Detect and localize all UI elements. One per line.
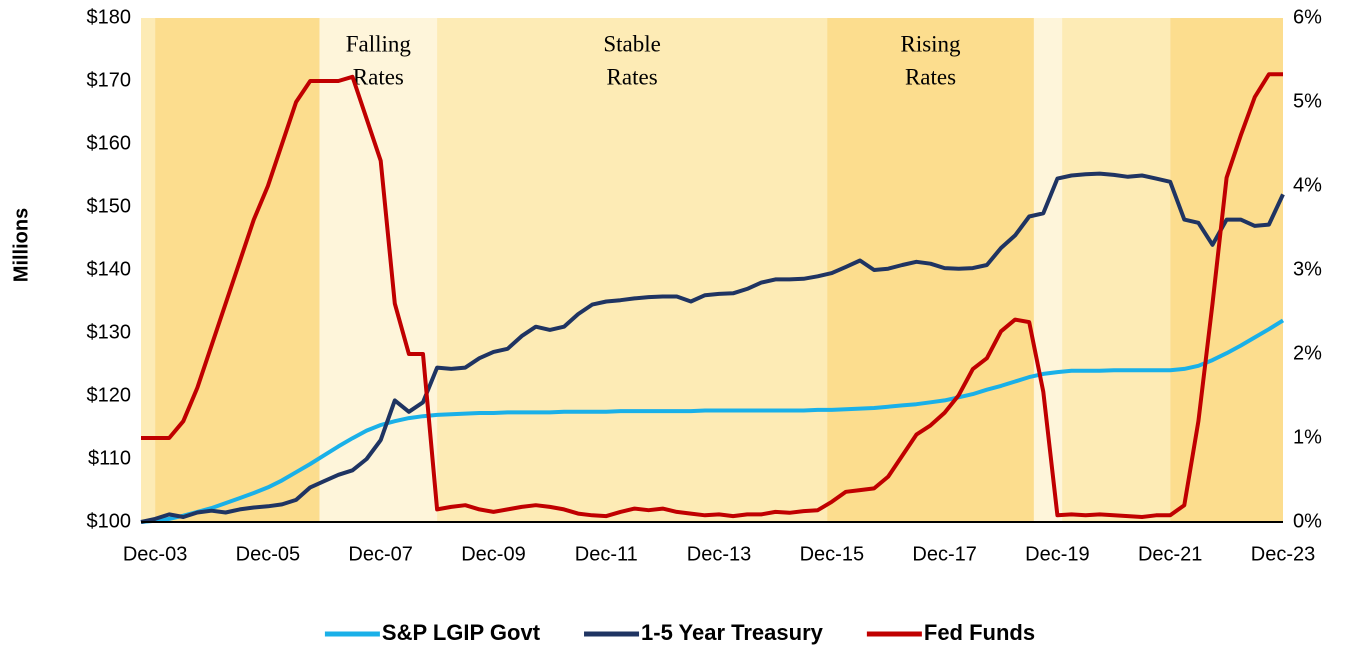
legend-item: 1-5 Year Treasury (584, 620, 824, 645)
x-tick-label: Dec-19 (1025, 543, 1089, 565)
y-tick-label: $180 (87, 6, 132, 28)
y-tick-label: $150 (87, 195, 132, 217)
y-tick-label: $120 (87, 384, 132, 406)
period-band (319, 18, 438, 522)
band-label: Rates (607, 64, 658, 89)
x-tick-label: Dec-15 (800, 543, 864, 565)
band-label: Rates (905, 64, 956, 89)
legend-item: S&P LGIP Govt (324, 620, 541, 645)
y-tick-label: $110 (88, 447, 131, 469)
lines (140, 72, 1285, 524)
y-tick-label: $170 (87, 69, 132, 91)
y-axis-title: Millions (10, 208, 32, 282)
x-tick-label: Dec-07 (348, 543, 412, 565)
series-line (140, 171, 1285, 524)
x-tick-label: Dec-21 (1138, 543, 1202, 565)
y2-tick-label: 5% (1293, 90, 1322, 112)
y2-tick-label: 2% (1293, 342, 1322, 364)
period-band (437, 18, 828, 522)
series-line (141, 72, 1283, 519)
period-band (1170, 18, 1283, 522)
legend-item: Fed Funds (866, 620, 1035, 645)
x-tick-label: Dec-09 (461, 543, 525, 565)
y2-tick-label: 6% (1293, 6, 1322, 28)
y2-tick-label: 3% (1293, 258, 1322, 280)
period-band (1062, 18, 1171, 522)
x-tick-label: Dec-13 (687, 543, 751, 565)
y-tick-label: $160 (87, 132, 132, 154)
series-line (140, 318, 1285, 524)
y2-tick-label: 0% (1293, 510, 1322, 532)
x-tick-label: Dec-17 (912, 543, 976, 565)
period-band (141, 18, 156, 522)
legend-text: Fed Funds (924, 620, 1035, 645)
x-tick-label: Dec-11 (575, 543, 638, 565)
band-label: Stable (603, 31, 661, 56)
y-tick-label: $100 (87, 510, 132, 532)
y-tick-label: $140 (87, 258, 132, 280)
x-tick-label: Dec-05 (236, 543, 300, 565)
legend-text: S&P LGIP Govt (382, 620, 541, 645)
legend-text: 1-5 Year Treasury (641, 620, 824, 645)
y-tick-label: $130 (87, 321, 132, 343)
y2-tick-label: 4% (1293, 174, 1322, 196)
bands: Falling Rates Stable Rates Rising Rates (141, 18, 1283, 522)
x-tick-label: Dec-03 (123, 543, 187, 565)
band-label: Rising (900, 31, 961, 56)
period-band (827, 18, 1034, 522)
y2-tick-label: 1% (1293, 426, 1322, 448)
band-label: Falling (346, 31, 412, 56)
x-tick-label: Dec-23 (1251, 543, 1315, 565)
band-label: Rates (353, 64, 404, 89)
